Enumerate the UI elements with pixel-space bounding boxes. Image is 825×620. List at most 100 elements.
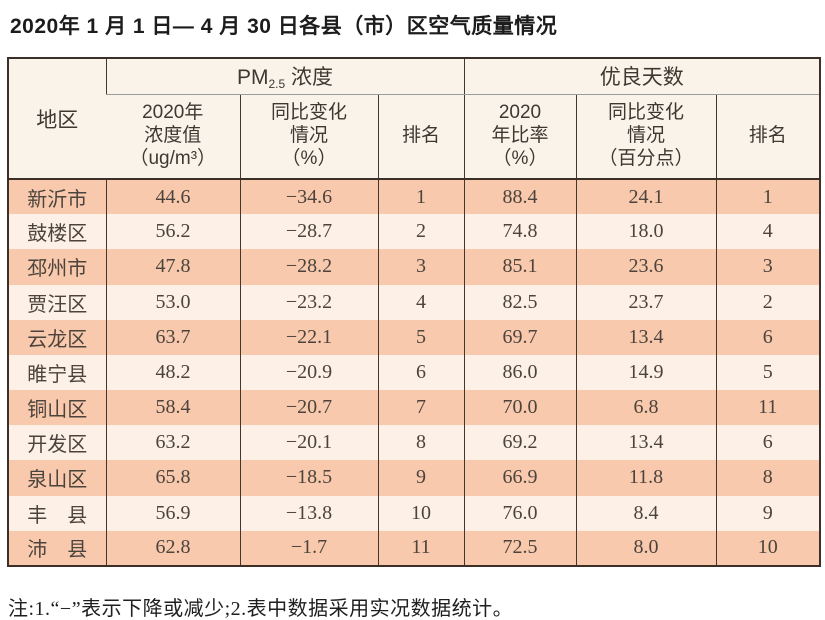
region-cell: 泉山区 bbox=[8, 460, 106, 496]
pm25-subscript: 2.5 bbox=[268, 77, 286, 92]
table-row: 贾汪区 53.0 −23.2 4 82.5 23.7 2 bbox=[8, 284, 820, 320]
value-cell: 5 bbox=[715, 354, 820, 391]
col-header-good-rate: 2020 年比率 （%） bbox=[463, 94, 576, 179]
value-cell: 72.5 bbox=[463, 530, 576, 566]
table-row: 新沂市 44.6 −34.6 1 88.4 24.1 1 bbox=[8, 177, 820, 215]
value-cell: 8 bbox=[715, 460, 820, 496]
value-cell: −20.1 bbox=[239, 425, 378, 461]
col-group-good-days: 优良天数 bbox=[463, 58, 820, 95]
value-cell: 6 bbox=[715, 425, 820, 461]
pm25-label-suffix: 浓度 bbox=[285, 66, 334, 90]
value-cell: −28.2 bbox=[239, 249, 378, 285]
table-row: 沛 县 62.8 −1.7 11 72.5 8.0 10 bbox=[8, 530, 820, 566]
sub-header-row: 2020年 浓度值 （ug/m³） 同比变化 情况 （%） 排名 2020 年比… bbox=[8, 94, 820, 179]
region-cell: 开发区 bbox=[8, 425, 106, 461]
col-header-good-change: 同比变化 情况 （百分点） bbox=[575, 94, 716, 179]
value-cell: 5 bbox=[377, 319, 464, 355]
value-cell: 63.7 bbox=[105, 319, 240, 355]
col-header-pm-rank: 排名 bbox=[377, 94, 464, 179]
table-header: 地区 PM2.5 浓度 优良天数 2020年 浓度值 （ug/m³） 同比变化 … bbox=[8, 58, 820, 179]
value-cell: −18.5 bbox=[239, 460, 378, 496]
value-cell: 6 bbox=[715, 319, 820, 355]
table-row: 云龙区 63.7 −22.1 5 69.7 13.4 6 bbox=[8, 319, 820, 355]
value-cell: −22.1 bbox=[239, 319, 378, 355]
value-cell: 58.4 bbox=[105, 390, 240, 426]
value-cell: 11.8 bbox=[575, 460, 716, 496]
value-cell: 23.6 bbox=[575, 249, 716, 285]
value-cell: 85.1 bbox=[463, 249, 576, 285]
value-cell: 1 bbox=[715, 177, 820, 215]
table-row: 邳州市 47.8 −28.2 3 85.1 23.6 3 bbox=[8, 249, 820, 285]
table-row: 鼓楼区 56.2 −28.7 2 74.8 18.0 4 bbox=[8, 214, 820, 250]
value-cell: 76.0 bbox=[463, 495, 576, 531]
region-cell: 铜山区 bbox=[8, 390, 106, 426]
table-row: 铜山区 58.4 −20.7 7 70.0 6.8 11 bbox=[8, 390, 820, 426]
value-cell: 48.2 bbox=[105, 354, 240, 391]
table-body: 新沂市 44.6 −34.6 1 88.4 24.1 1 鼓楼区 56.2 −28.7 2 74.8 1… bbox=[8, 177, 820, 566]
table-row: 丰 县 56.9 −13.8 10 76.0 8.4 9 bbox=[8, 495, 820, 531]
col-header-pm-value: 2020年 浓度值 （ug/m³） bbox=[106, 94, 240, 179]
value-cell: 69.7 bbox=[463, 319, 576, 355]
value-cell: 14.9 bbox=[575, 354, 716, 391]
value-cell: 66.9 bbox=[463, 460, 576, 496]
table-row: 睢宁县 48.2 −20.9 6 86.0 14.9 5 bbox=[8, 354, 820, 391]
value-cell: 63.2 bbox=[105, 425, 240, 461]
value-cell: 4 bbox=[715, 214, 820, 250]
value-cell: 10 bbox=[377, 495, 464, 531]
value-cell: 88.4 bbox=[463, 177, 576, 215]
col-header-pm-change: 同比变化 情况 （%） bbox=[239, 94, 378, 179]
value-cell: 70.0 bbox=[463, 390, 576, 426]
value-cell: 4 bbox=[377, 284, 464, 320]
value-cell: −23.2 bbox=[239, 284, 378, 320]
footnote: 注:1.“−”表示下降或减少;2.表中数据采用实况数据统计。 bbox=[8, 598, 514, 620]
value-cell: 9 bbox=[715, 495, 820, 531]
region-cell: 睢宁县 bbox=[8, 354, 106, 391]
value-cell: −20.9 bbox=[239, 354, 378, 391]
region-cell: 新沂市 bbox=[8, 177, 106, 215]
value-cell: 82.5 bbox=[463, 284, 576, 320]
value-cell: 62.8 bbox=[105, 530, 240, 566]
group-header-row: 地区 PM2.5 浓度 优良天数 bbox=[8, 58, 820, 179]
col-header-region: 地区 bbox=[8, 58, 106, 179]
value-cell: 6 bbox=[377, 354, 464, 391]
value-cell: 18.0 bbox=[575, 214, 716, 250]
value-cell: 56.2 bbox=[105, 214, 240, 250]
value-cell: 24.1 bbox=[575, 177, 716, 215]
value-cell: 53.0 bbox=[105, 284, 240, 320]
value-cell: −1.7 bbox=[239, 530, 378, 566]
region-cell: 鼓楼区 bbox=[8, 214, 106, 250]
page-title: 2020年 1 月 1 日— 4 月 30 日各县（市）区空气质量情况 bbox=[10, 15, 558, 38]
region-cell: 沛 县 bbox=[8, 530, 106, 566]
value-cell: 11 bbox=[377, 530, 464, 566]
value-cell: 3 bbox=[377, 249, 464, 285]
value-cell: 65.8 bbox=[105, 460, 240, 496]
region-cell: 贾汪区 bbox=[8, 284, 106, 320]
value-cell: 2 bbox=[715, 284, 820, 320]
value-cell: 23.7 bbox=[575, 284, 716, 320]
value-cell: 3 bbox=[715, 249, 820, 285]
value-cell: −13.8 bbox=[239, 495, 378, 531]
table-row: 泉山区 65.8 −18.5 9 66.9 11.8 8 bbox=[8, 460, 820, 496]
value-cell: 1 bbox=[377, 177, 464, 215]
region-cell: 丰 县 bbox=[8, 495, 106, 531]
value-cell: 86.0 bbox=[463, 354, 576, 391]
pm25-label-prefix: PM bbox=[236, 66, 269, 90]
value-cell: 8.4 bbox=[575, 495, 716, 531]
value-cell: 56.9 bbox=[105, 495, 240, 531]
value-cell: 74.8 bbox=[463, 214, 576, 250]
value-cell: 11 bbox=[715, 390, 820, 426]
region-cell: 邳州市 bbox=[8, 249, 106, 285]
value-cell: 8 bbox=[377, 425, 464, 461]
value-cell: 47.8 bbox=[105, 249, 240, 285]
value-cell: 69.2 bbox=[463, 425, 576, 461]
value-cell: 13.4 bbox=[575, 319, 716, 355]
col-group-pm25: PM2.5 浓度 bbox=[105, 58, 464, 95]
value-cell: 2 bbox=[377, 214, 464, 250]
value-cell: 6.8 bbox=[575, 390, 716, 426]
value-cell: −34.6 bbox=[239, 177, 378, 215]
value-cell: 8.0 bbox=[575, 530, 716, 566]
table-row: 开发区 63.2 −20.1 8 69.2 13.4 6 bbox=[8, 425, 820, 461]
value-cell: 44.6 bbox=[105, 177, 240, 215]
value-cell: 10 bbox=[715, 530, 820, 566]
value-cell: 7 bbox=[377, 390, 464, 426]
